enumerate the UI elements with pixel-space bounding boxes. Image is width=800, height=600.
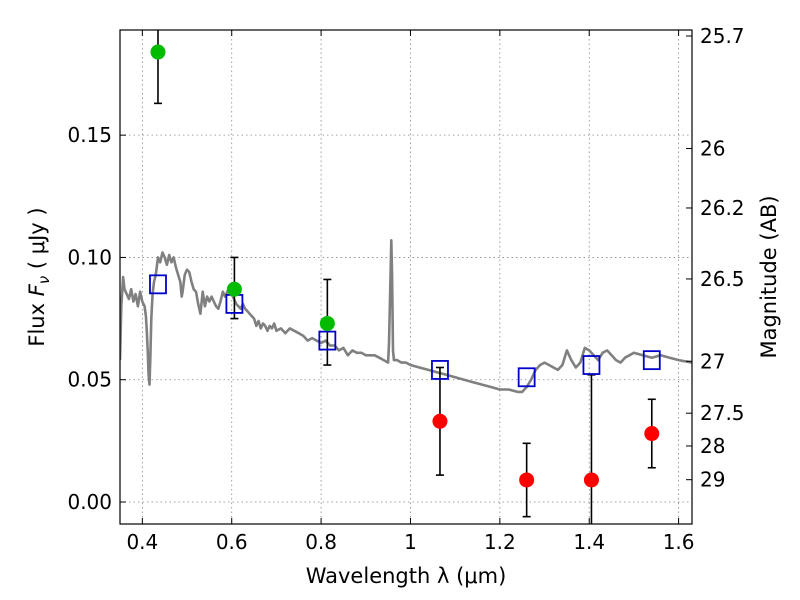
- right-tick-label: 26.5: [700, 267, 745, 291]
- right-tick-label: 27: [700, 349, 725, 373]
- x-axis-label: Wavelength λ (μm): [306, 564, 507, 588]
- model-square: [318, 330, 337, 351]
- non-detection-point: [583, 472, 599, 488]
- right-tick-label: 25.7: [700, 24, 745, 48]
- x-tick-label: 1.6: [663, 530, 695, 554]
- y-tick-label: 0.10: [67, 245, 112, 269]
- template-spectrum-group: [120, 239, 692, 394]
- detection-point: [150, 44, 166, 60]
- detection-point: [319, 315, 335, 331]
- right-axis-label: Magnitude (AB): [757, 195, 781, 358]
- observed-points-group: [150, 44, 660, 488]
- y-tick-label: 0.15: [67, 123, 112, 147]
- x-axis-ticks: 0.4 0.6 0.8 1 1.2 1.4 1.6: [126, 30, 695, 554]
- y-tick-label: 0.05: [67, 368, 112, 392]
- model-square: [582, 355, 601, 375]
- right-tick-label: 26.2: [700, 196, 745, 220]
- template-spectrum-line: [120, 239, 692, 394]
- x-tick-label: 1: [404, 530, 417, 554]
- model-square: [642, 350, 661, 371]
- plot-frame: [119, 29, 693, 525]
- model-square: [431, 360, 449, 380]
- non-detection-point: [432, 413, 448, 429]
- y-axis-ticks: 0.00 0.05 0.10 0.15: [67, 123, 126, 514]
- model-square: [517, 367, 536, 388]
- right-tick-label: 26: [700, 137, 725, 161]
- model-square: [149, 274, 167, 295]
- grid-lines: [120, 30, 692, 524]
- errorbar-group: [153, 30, 656, 524]
- non-detection-point: [519, 472, 535, 488]
- right-tick-label: 29: [700, 468, 725, 492]
- y-axis-label: Flux Fν ( μJy ): [25, 207, 53, 346]
- x-tick-label: 0.8: [305, 530, 337, 554]
- right-tick-label: 27.5: [700, 401, 745, 425]
- y-tick-label: 0.00: [67, 490, 112, 514]
- x-tick-label: 1.4: [573, 530, 605, 554]
- right-tick-label: 28: [700, 434, 725, 458]
- non-detection-point: [644, 426, 660, 442]
- detection-point: [226, 281, 242, 297]
- x-tick-label: 0.6: [216, 530, 248, 554]
- x-tick-label: 1.2: [484, 530, 516, 554]
- right-axis-ticks: 25.7 26 26.2 26.5 27 27.5 28 29: [686, 24, 745, 492]
- x-tick-label: 0.4: [126, 530, 158, 554]
